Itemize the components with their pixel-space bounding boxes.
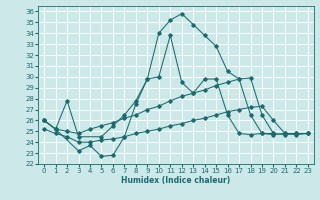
X-axis label: Humidex (Indice chaleur): Humidex (Indice chaleur)	[121, 176, 231, 185]
